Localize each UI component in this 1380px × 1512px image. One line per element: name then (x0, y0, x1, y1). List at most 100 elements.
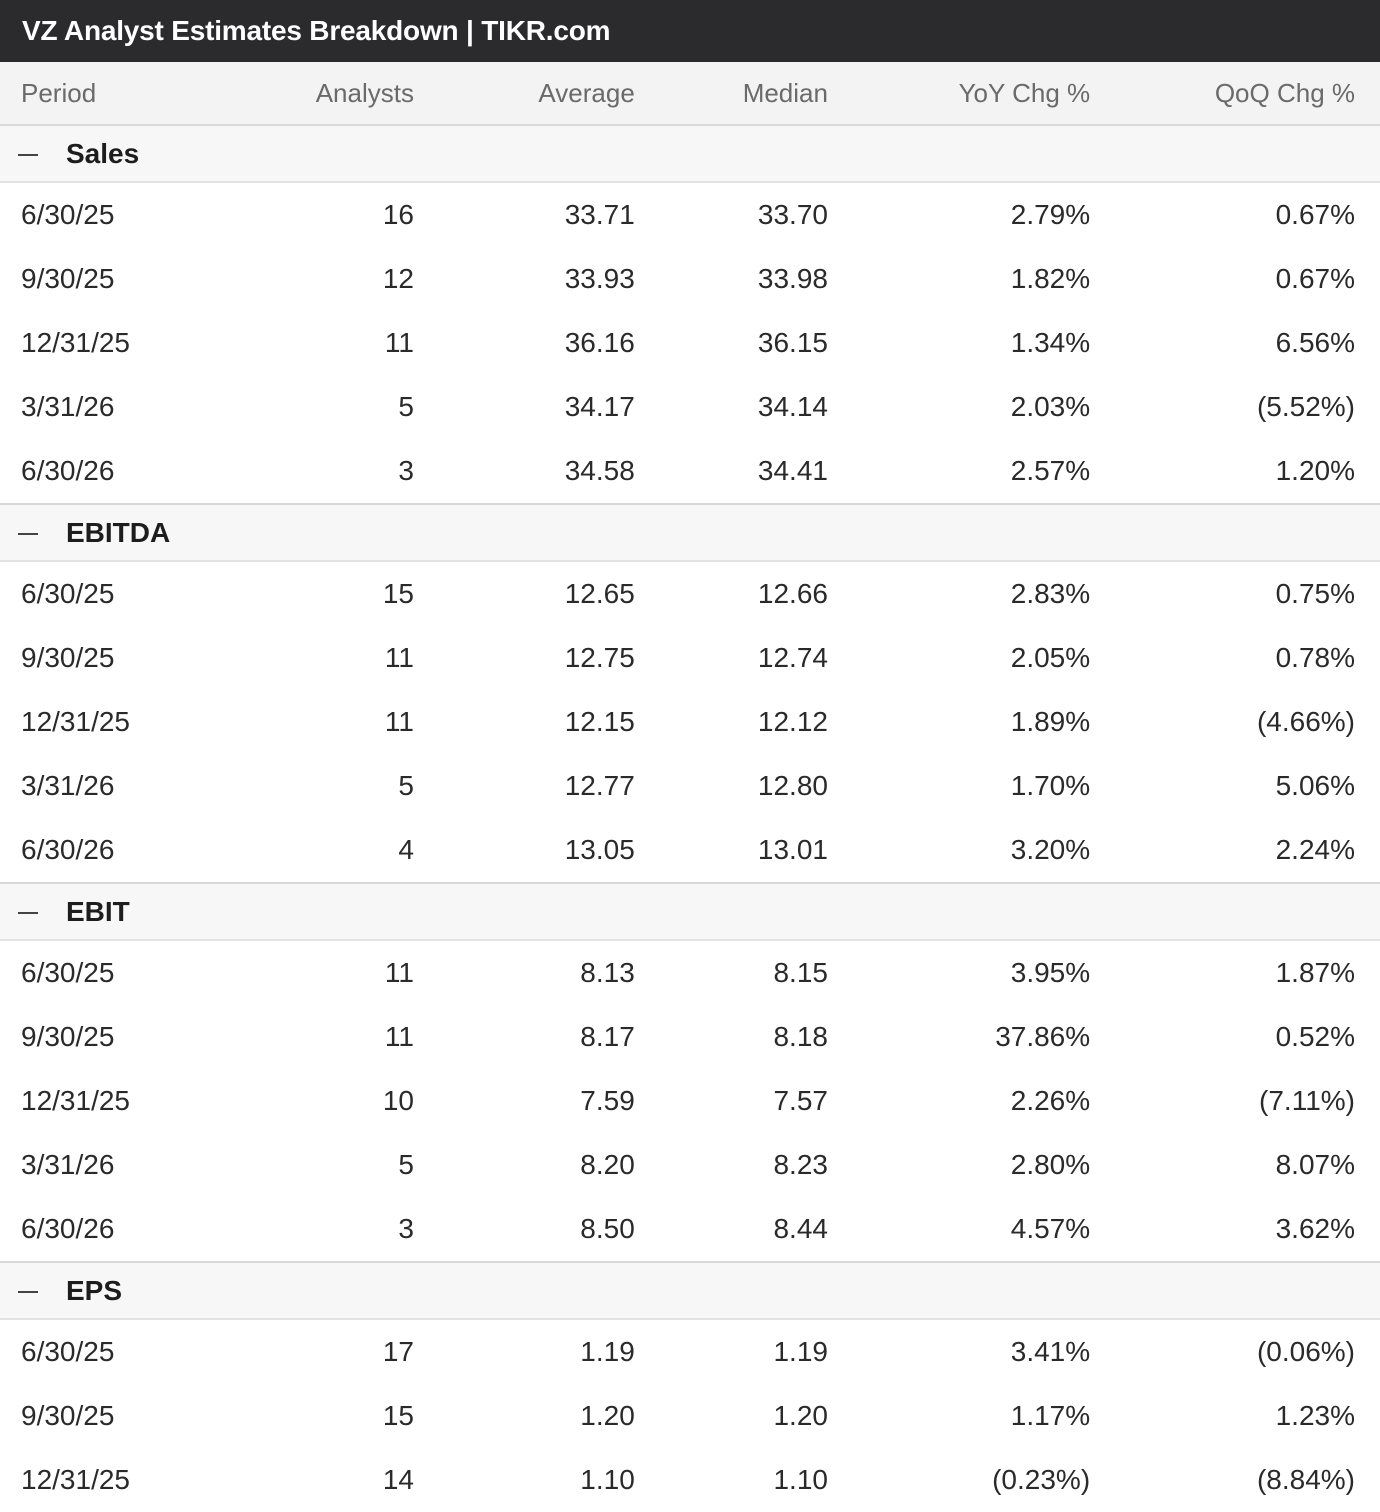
analysts-cell: 3 (398, 455, 414, 486)
yoy-change-cell: 1.89% (1010, 706, 1091, 737)
yoy-change-cell: (0.23%) (992, 1464, 1091, 1495)
qoq-change-cell: 0.67% (1275, 199, 1355, 230)
collapse-icon[interactable] (18, 533, 38, 536)
section-header-sales[interactable]: Sales (0, 125, 1380, 183)
table-row: 3/31/26 5 12.77 12.80 1.70% 5.06% (0, 754, 1380, 818)
qoq-change-cell: 2.24% (1275, 834, 1355, 865)
average-cell: 12.75 (564, 642, 635, 673)
yoy-change-cell: 3.20% (1010, 834, 1091, 865)
section-header-cell[interactable]: EBITDA (0, 503, 1380, 562)
analysts-cell: 16 (382, 199, 414, 230)
yoy-change-cell: 3.41% (1010, 1336, 1091, 1367)
period-cell: 3/31/26 (21, 391, 115, 422)
average-cell: 33.71 (564, 199, 635, 230)
yoy-change-cell: 2.80% (1010, 1149, 1091, 1180)
median-cell: 1.19 (773, 1336, 828, 1367)
table-row: 6/30/26 3 8.50 8.44 4.57% 3.62% (0, 1197, 1380, 1262)
yoy-change-cell: 2.83% (1010, 578, 1091, 609)
section-header-ebitda[interactable]: EBITDA (0, 503, 1380, 562)
period-cell: 3/31/26 (21, 770, 115, 801)
table-row: 9/30/25 15 1.20 1.20 1.17% 1.23% (0, 1384, 1380, 1448)
collapse-icon[interactable] (18, 154, 38, 157)
average-cell: 36.16 (564, 327, 635, 358)
analysts-cell: 11 (384, 706, 414, 737)
median-cell: 1.20 (773, 1400, 828, 1431)
average-cell: 1.20 (580, 1400, 635, 1431)
qoq-change-cell: 1.20% (1275, 455, 1355, 486)
period-cell: 6/30/26 (21, 834, 115, 865)
analysts-cell: 5 (398, 391, 414, 422)
median-cell: 12.74 (757, 642, 828, 673)
qoq-change-cell: (8.84%) (1256, 1464, 1355, 1495)
table-row: 9/30/25 11 12.75 12.74 2.05% 0.78% (0, 626, 1380, 690)
header-row: Period Analysts Average Median YoY Chg %… (0, 62, 1380, 126)
average-cell: 34.17 (564, 391, 635, 422)
estimates-table: Period Analysts Average Median YoY Chg %… (0, 62, 1380, 1512)
qoq-change-cell: 0.52% (1275, 1021, 1355, 1052)
period-cell: 9/30/25 (21, 642, 115, 673)
column-header-median[interactable]: Median (634, 62, 828, 126)
qoq-change-cell: 1.87% (1275, 957, 1355, 988)
yoy-change-cell: 37.86% (995, 1021, 1091, 1052)
section-header-ebit[interactable]: EBIT (0, 882, 1380, 941)
table-row: 12/31/25 14 1.10 1.10 (0.23%) (8.84%) (0, 1448, 1380, 1512)
section-header-cell[interactable]: Sales (0, 125, 1380, 183)
section-header-eps[interactable]: EPS (0, 1261, 1380, 1320)
period-cell: 6/30/25 (21, 1336, 115, 1367)
qoq-change-cell: (0.06%) (1256, 1336, 1355, 1367)
section-label: Sales (66, 137, 140, 169)
qoq-change-cell: 0.67% (1275, 263, 1355, 294)
median-cell: 33.98 (757, 263, 828, 294)
section-label: EBIT (66, 895, 130, 927)
average-cell: 7.59 (580, 1085, 635, 1116)
median-cell: 8.18 (773, 1021, 828, 1052)
collapse-icon[interactable] (18, 1291, 38, 1294)
column-header-analysts[interactable]: Analysts (289, 62, 414, 126)
table-row: 3/31/26 5 8.20 8.23 2.80% 8.07% (0, 1133, 1380, 1197)
table-row: 6/30/25 15 12.65 12.66 2.83% 0.75% (0, 561, 1380, 626)
qoq-change-cell: 3.62% (1275, 1213, 1355, 1244)
analysts-cell: 11 (384, 642, 414, 673)
period-cell: 6/30/25 (21, 199, 115, 230)
column-header-average[interactable]: Average (413, 62, 635, 126)
period-cell: 9/30/25 (21, 263, 115, 294)
analysts-cell: 12 (382, 263, 414, 294)
column-header-period[interactable]: Period (0, 62, 290, 126)
period-cell: 12/31/25 (21, 327, 130, 358)
period-cell: 12/31/25 (21, 1464, 130, 1495)
section-header-cell[interactable]: EBIT (0, 882, 1380, 941)
period-cell: 3/31/26 (21, 1149, 115, 1180)
section-header-cell[interactable]: EPS (0, 1261, 1380, 1320)
column-header-qoq-change[interactable]: QoQ Chg % (1090, 62, 1380, 126)
table-row: 12/31/25 11 36.16 36.15 1.34% 6.56% (0, 311, 1380, 375)
median-cell: 13.01 (757, 834, 828, 865)
table-row: 12/31/25 10 7.59 7.57 2.26% (7.11%) (0, 1069, 1380, 1133)
qoq-change-cell: 6.56% (1275, 327, 1355, 358)
average-cell: 8.50 (580, 1213, 635, 1244)
table-row: 9/30/25 11 8.17 8.18 37.86% 0.52% (0, 1005, 1380, 1069)
table-row: 6/30/25 17 1.19 1.19 3.41% (0.06%) (0, 1319, 1380, 1384)
average-cell: 1.19 (580, 1336, 635, 1367)
qoq-change-cell: 0.75% (1275, 578, 1355, 609)
period-cell: 12/31/25 (21, 1085, 130, 1116)
analysts-cell: 3 (398, 1213, 414, 1244)
table-row: 6/30/25 11 8.13 8.15 3.95% 1.87% (0, 940, 1380, 1005)
page-title: VZ Analyst Estimates Breakdown | TIKR.co… (0, 0, 1380, 62)
average-cell: 33.93 (564, 263, 635, 294)
analysts-cell: 5 (398, 1149, 414, 1180)
table-row: 6/30/26 4 13.05 13.01 3.20% 2.24% (0, 818, 1380, 883)
analysts-cell: 11 (384, 957, 414, 988)
average-cell: 12.65 (564, 578, 635, 609)
median-cell: 12.80 (757, 770, 828, 801)
period-cell: 9/30/25 (21, 1400, 115, 1431)
collapse-icon[interactable] (18, 912, 38, 915)
median-cell: 1.10 (773, 1464, 828, 1495)
column-header-yoy-change[interactable]: YoY Chg % (827, 62, 1091, 126)
table-row: 12/31/25 11 12.15 12.12 1.89% (4.66%) (0, 690, 1380, 754)
yoy-change-cell: 4.57% (1010, 1213, 1091, 1244)
qoq-change-cell: 8.07% (1275, 1149, 1355, 1180)
analysts-cell: 11 (384, 1021, 414, 1052)
analysts-cell: 15 (382, 578, 414, 609)
yoy-change-cell: 1.82% (1010, 263, 1091, 294)
section-label: EPS (66, 1274, 123, 1306)
